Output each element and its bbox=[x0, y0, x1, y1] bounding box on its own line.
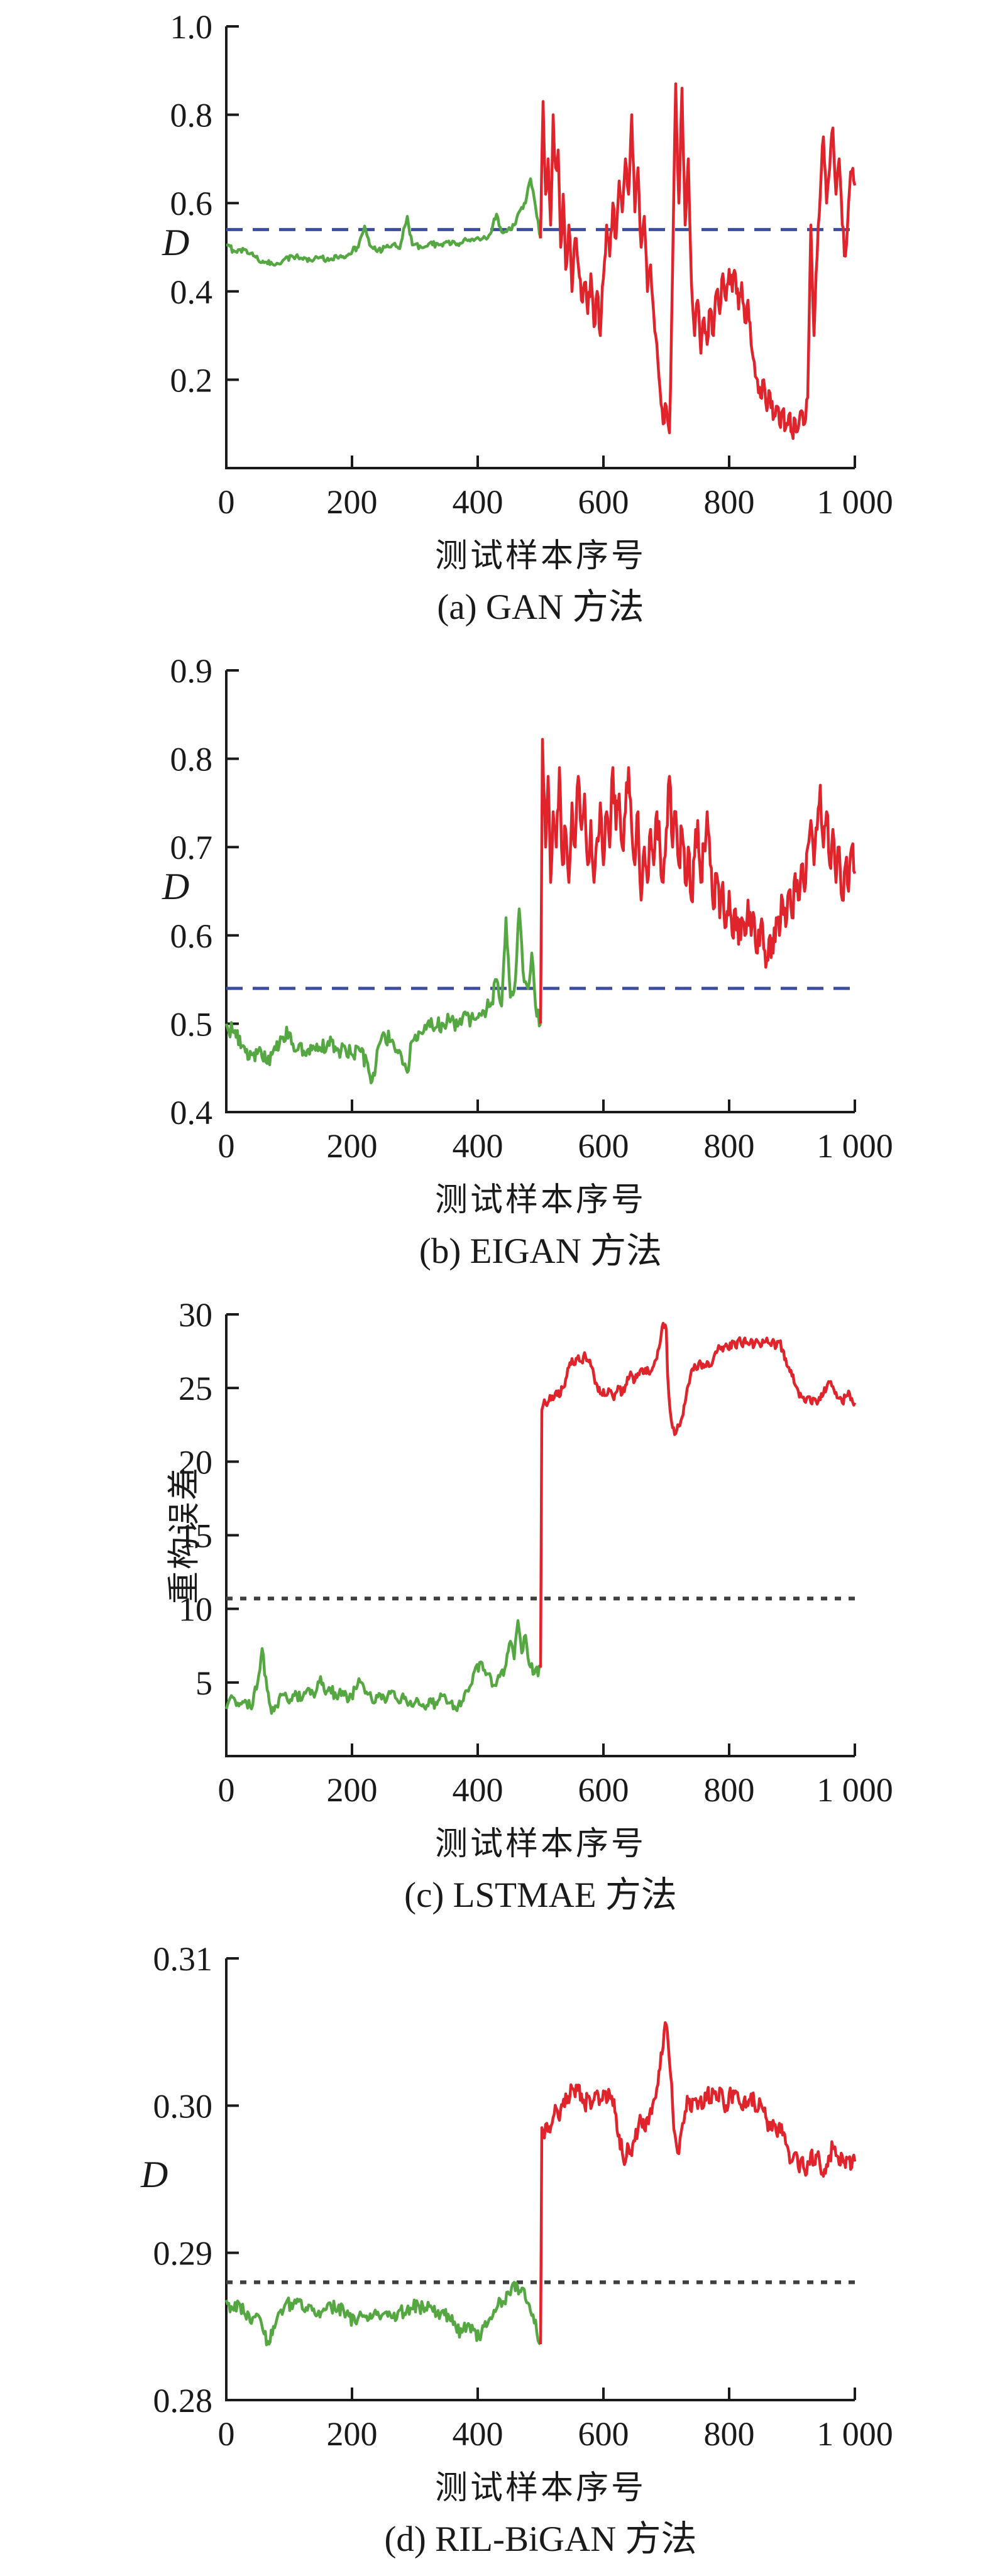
x-axis-label-d: 测试样本序号 bbox=[434, 2470, 646, 2506]
y-tick-label: 0.5 bbox=[170, 1005, 213, 1043]
series-fault-line bbox=[539, 2021, 857, 2345]
y-tick-label: 25 bbox=[179, 1370, 212, 1407]
x-axis-label-c: 测试样本序号 bbox=[434, 1826, 646, 1862]
x-tick-label: 800 bbox=[704, 1771, 755, 1809]
x-tick-label: 600 bbox=[578, 2415, 629, 2453]
x-tick-label: 800 bbox=[704, 2415, 755, 2453]
x-tick-label: 1 000 bbox=[817, 483, 893, 521]
chart-caption-d: (d) RIL-BiGAN 方法 bbox=[384, 2519, 697, 2559]
y-axis-label-d: D bbox=[141, 2154, 168, 2195]
series-normal-line bbox=[224, 2281, 542, 2347]
chart-caption-c: (c) LSTMAE 方法 bbox=[404, 1875, 677, 1915]
x-tick-label: 400 bbox=[453, 2415, 503, 2453]
series-fault-line bbox=[539, 82, 857, 440]
x-tick-label: 0 bbox=[218, 2415, 235, 2453]
x-tick-label: 400 bbox=[453, 1771, 503, 1809]
x-tick-label: 200 bbox=[327, 1127, 378, 1165]
y-tick-label: 0.30 bbox=[153, 2087, 213, 2125]
chart-panel-a: 0 200 400 600 800 1 000 0.2 0.4 0.6 0.8 1.0 D 测试样本… bbox=[0, 0, 990, 644]
y-tick-label: 0.2 bbox=[170, 361, 213, 399]
chart-a-plot: 0 200 400 600 800 1 000 0.2 0.4 0.6 0.8 1.0 bbox=[170, 8, 893, 521]
chart-caption-b: (b) EIGAN 方法 bbox=[419, 1231, 663, 1271]
y-tick-label: 20 bbox=[179, 1443, 212, 1481]
chart-panel-b: 0 200 400 600 800 1 000 0.4 0.5 0.6 0.7 0.8 0.9 D 测… bbox=[0, 644, 990, 1288]
x-tick-label: 1 000 bbox=[817, 1771, 893, 1809]
y-tick-label: 0.4 bbox=[170, 1094, 213, 1132]
y-tick-label: 10 bbox=[179, 1591, 212, 1629]
y-tick-label: 1.0 bbox=[170, 8, 213, 46]
y-tick-label: 0.31 bbox=[153, 1940, 213, 1978]
series-normal-line bbox=[224, 1619, 542, 1715]
y-axis-label-b: D bbox=[162, 866, 190, 907]
x-tick-label: 800 bbox=[704, 483, 755, 521]
y-tick-label: 15 bbox=[179, 1517, 212, 1555]
x-tick-label: 200 bbox=[327, 483, 378, 521]
chart-panel-d: 0 200 400 600 800 1 000 0.28 0.29 0.30 0.31 D 测试样… bbox=[0, 1932, 990, 2576]
x-tick-label: 1 000 bbox=[817, 2415, 893, 2453]
y-tick-label: 0.28 bbox=[153, 2382, 213, 2420]
x-tick-label: 600 bbox=[578, 1127, 629, 1165]
series-fault-line bbox=[539, 1321, 857, 1668]
axis-lines bbox=[225, 26, 855, 469]
y-axis-label-a: D bbox=[162, 222, 190, 263]
series-normal-line bbox=[226, 177, 542, 267]
y-tick-label: 0.6 bbox=[170, 917, 213, 955]
x-tick-label: 200 bbox=[327, 1771, 378, 1809]
chart-c-plot: 0 200 400 600 800 1 000 5 10 15 20 25 30 bbox=[179, 1296, 893, 1809]
x-tick-label: 1 000 bbox=[817, 1127, 893, 1165]
x-tick-label: 800 bbox=[704, 1127, 755, 1165]
y-tick-label: 0.8 bbox=[170, 741, 213, 778]
y-tick-label: 0.29 bbox=[153, 2235, 213, 2273]
y-tick-label: 0.8 bbox=[170, 97, 213, 134]
chart-d-plot: 0 200 400 600 800 1 000 0.28 0.29 0.30 0.31 bbox=[153, 1940, 893, 2453]
series-fault-line bbox=[539, 738, 857, 1024]
y-tick-label: 0.7 bbox=[170, 829, 213, 866]
y-tick-label: 5 bbox=[195, 1664, 212, 1702]
x-tick-label: 200 bbox=[327, 2415, 378, 2453]
y-tick-label: 0.4 bbox=[170, 273, 213, 311]
x-tick-label: 600 bbox=[578, 483, 629, 521]
y-axis-label-c: 重构误差 bbox=[167, 1465, 203, 1605]
x-axis-label-a: 测试样本序号 bbox=[434, 538, 646, 574]
x-tick-label: 0 bbox=[218, 483, 235, 521]
x-tick-label: 400 bbox=[453, 1127, 503, 1165]
x-axis-label-b: 测试样本序号 bbox=[434, 1182, 646, 1218]
chart-panel-c: 0 200 400 600 800 1 000 5 10 15 20 25 30 重构误差 测试样本序… bbox=[0, 1288, 990, 1932]
y-tick-label: 0.9 bbox=[170, 652, 213, 690]
chart-b-plot: 0 200 400 600 800 1 000 0.4 0.5 0.6 0.7 0.8 0.9 bbox=[170, 652, 893, 1165]
x-tick-label: 600 bbox=[578, 1771, 629, 1809]
y-tick-label: 0.6 bbox=[170, 185, 213, 222]
x-tick-label: 0 bbox=[218, 1771, 235, 1809]
x-tick-label: 400 bbox=[453, 483, 503, 521]
chart-caption-a: (a) GAN 方法 bbox=[437, 587, 644, 627]
x-tick-label: 0 bbox=[218, 1127, 235, 1165]
series-normal-line bbox=[224, 907, 542, 1084]
y-tick-label: 30 bbox=[179, 1296, 212, 1334]
